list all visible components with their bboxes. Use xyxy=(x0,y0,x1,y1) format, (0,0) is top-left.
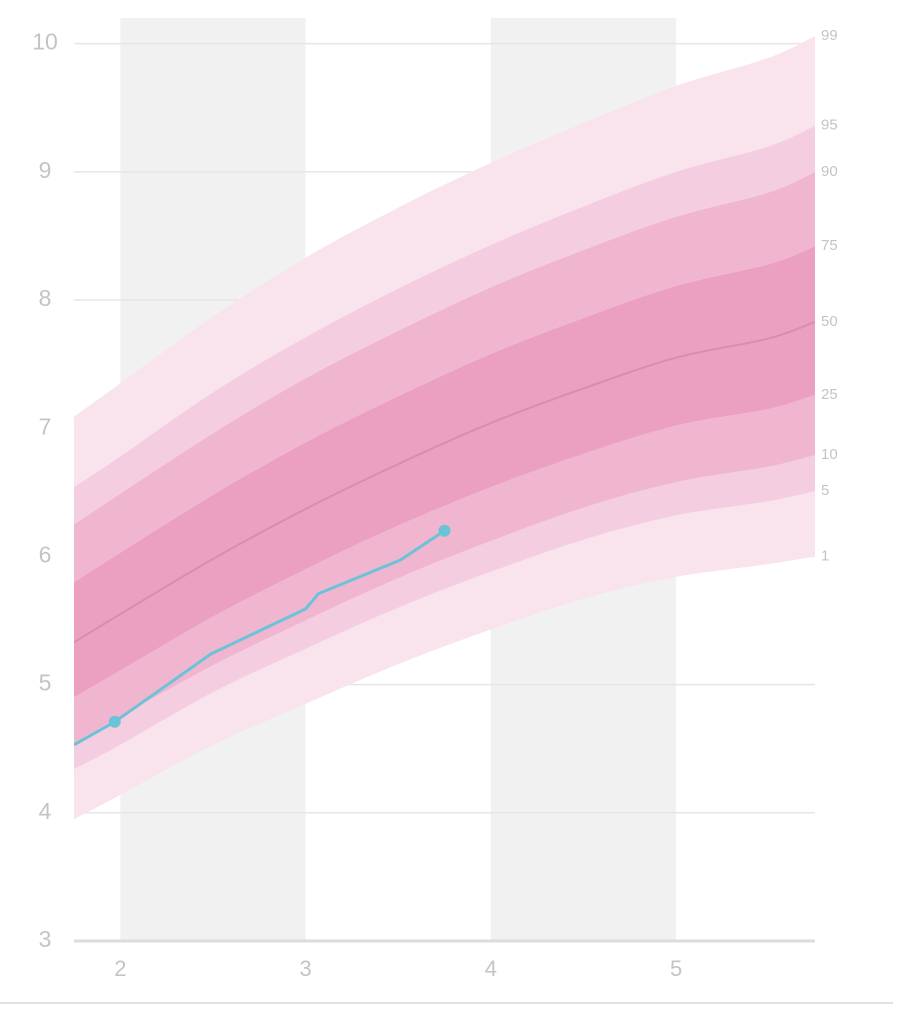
y-tick-label: 5 xyxy=(39,670,52,696)
measurement-point xyxy=(108,715,121,728)
percentile-band xyxy=(74,321,815,698)
percentile-label: 1 xyxy=(821,547,829,564)
y-tick-label: 7 xyxy=(39,413,52,439)
y-tick-label: 6 xyxy=(39,541,52,567)
y-tick-label: 10 xyxy=(32,29,58,55)
y-tick-label: 3 xyxy=(39,926,52,952)
percentile-label: 10 xyxy=(821,446,838,463)
measurement-point xyxy=(438,524,451,537)
percentile-band xyxy=(74,246,815,643)
percentile-band xyxy=(74,394,815,744)
percentile-label: 25 xyxy=(821,386,838,403)
y-tick-label: 4 xyxy=(39,798,52,824)
percentile-label: 50 xyxy=(821,313,838,330)
foreground: 2 3 4 5 3 4 5 6 7 8 9 10 1 5 10 25 50 75 90 95 99 xyxy=(32,27,837,981)
percentile-band xyxy=(74,35,815,488)
x-tick-label: 5 xyxy=(670,956,682,981)
percentile-label: 95 xyxy=(821,117,838,134)
percentile-label: 90 xyxy=(821,163,838,180)
percentile-label: 75 xyxy=(821,237,838,254)
percentile-label: 5 xyxy=(821,482,829,499)
x-tick-label: 2 xyxy=(114,956,126,981)
percentile-band xyxy=(74,125,815,525)
percentile-label: 99 xyxy=(821,27,838,44)
x-tick-label: 3 xyxy=(299,956,311,981)
bands xyxy=(74,35,815,820)
y-tick-label: 8 xyxy=(39,285,52,311)
percentile-band xyxy=(74,171,815,583)
y-tick-label: 9 xyxy=(39,157,52,183)
percentile-band xyxy=(74,491,815,820)
x-tick-label: 4 xyxy=(485,956,497,981)
percentile-band xyxy=(74,455,815,770)
median-line xyxy=(74,320,815,644)
